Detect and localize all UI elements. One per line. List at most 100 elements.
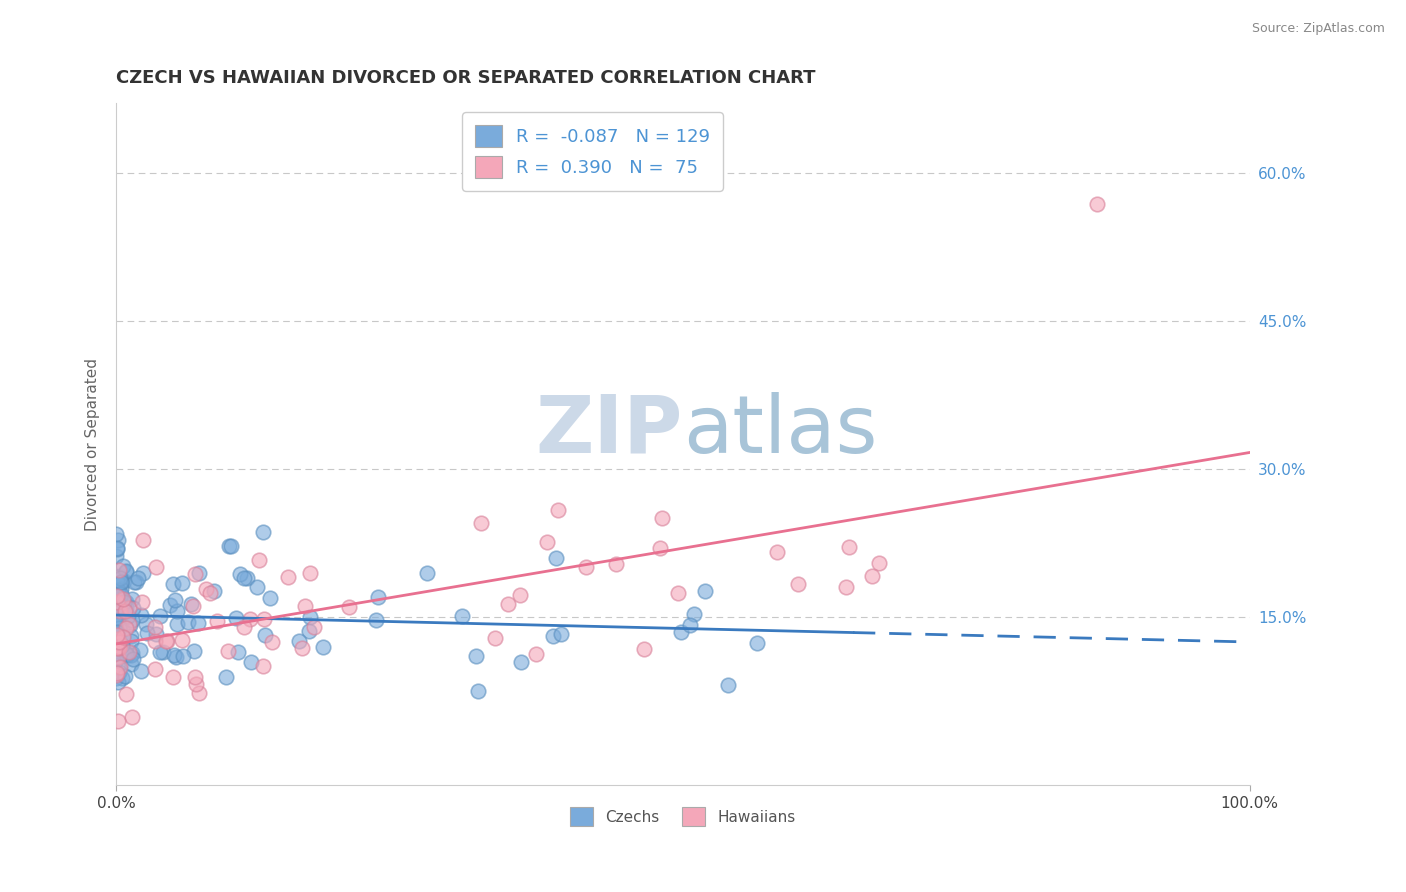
Point	[107, 582, 129, 597]
Point	[125, 574, 148, 589]
Point	[143, 662, 166, 676]
Point	[105, 595, 128, 609]
Point	[108, 576, 131, 591]
Point	[165, 650, 187, 665]
Point	[155, 634, 177, 648]
Point	[108, 635, 131, 649]
Point	[648, 541, 671, 555]
Point	[260, 635, 283, 649]
Point	[177, 615, 200, 629]
Point	[172, 576, 194, 591]
Point	[105, 646, 128, 660]
Point	[105, 584, 128, 599]
Point	[127, 571, 149, 585]
Point	[110, 575, 132, 590]
Point	[111, 638, 134, 652]
Point	[253, 627, 276, 641]
Point	[111, 629, 134, 643]
Point	[115, 565, 138, 579]
Point	[247, 553, 270, 567]
Point	[121, 710, 143, 724]
Point	[120, 634, 142, 648]
Point	[111, 559, 134, 574]
Point	[786, 576, 808, 591]
Point	[765, 545, 787, 559]
Point	[194, 582, 217, 596]
Point	[184, 566, 207, 581]
Point	[111, 574, 134, 588]
Point	[165, 592, 187, 607]
Point	[294, 599, 316, 613]
Point	[367, 590, 389, 604]
Point	[277, 570, 299, 584]
Point	[225, 611, 247, 625]
Point	[299, 609, 322, 624]
Text: CZECH VS HAWAIIAN DIVORCED OR SEPARATED CORRELATION CHART: CZECH VS HAWAIIAN DIVORCED OR SEPARATED …	[117, 69, 815, 87]
Point	[105, 600, 128, 615]
Point	[120, 648, 142, 663]
Point	[120, 629, 142, 643]
Point	[107, 632, 129, 647]
Point	[105, 643, 128, 657]
Point	[228, 566, 250, 581]
Point	[633, 642, 655, 657]
Point	[108, 665, 131, 680]
Point	[679, 618, 702, 632]
Point	[118, 645, 141, 659]
Point	[204, 584, 226, 599]
Point	[188, 566, 211, 580]
Point	[288, 633, 311, 648]
Point	[135, 617, 157, 632]
Point	[298, 566, 321, 581]
Point	[114, 595, 136, 609]
Point	[524, 647, 547, 661]
Point	[105, 641, 128, 656]
Point	[110, 587, 132, 601]
Point	[232, 619, 254, 633]
Point	[110, 660, 132, 674]
Point	[108, 591, 131, 606]
Point	[110, 582, 132, 597]
Point	[860, 569, 883, 583]
Point	[115, 621, 138, 635]
Point	[312, 640, 335, 655]
Point	[121, 651, 143, 665]
Point	[121, 592, 143, 607]
Point	[162, 577, 184, 591]
Point	[128, 642, 150, 657]
Point	[162, 670, 184, 684]
Point	[187, 616, 209, 631]
Point	[205, 615, 228, 629]
Point	[484, 631, 506, 645]
Point	[132, 533, 155, 547]
Point	[107, 635, 129, 649]
Point	[107, 533, 129, 547]
Point	[364, 614, 387, 628]
Point	[181, 599, 204, 614]
Point	[105, 603, 128, 617]
Point	[236, 571, 259, 585]
Y-axis label: Divorced or Separated: Divorced or Separated	[86, 358, 100, 531]
Point	[110, 617, 132, 632]
Point	[217, 643, 239, 657]
Point	[143, 634, 166, 648]
Point	[129, 608, 152, 623]
Point	[105, 628, 128, 642]
Legend: Czechs, Hawaiians: Czechs, Hawaiians	[564, 801, 801, 832]
Text: ZIP: ZIP	[536, 392, 683, 469]
Point	[172, 649, 194, 664]
Point	[239, 612, 262, 626]
Point	[105, 549, 128, 563]
Point	[105, 666, 128, 681]
Point	[111, 623, 134, 637]
Point	[747, 636, 769, 650]
Point	[105, 595, 128, 609]
Point	[105, 574, 128, 588]
Point	[159, 598, 181, 612]
Point	[108, 587, 131, 601]
Point	[145, 559, 167, 574]
Point	[105, 541, 128, 556]
Point	[291, 641, 314, 656]
Point	[105, 614, 128, 628]
Point	[575, 560, 598, 574]
